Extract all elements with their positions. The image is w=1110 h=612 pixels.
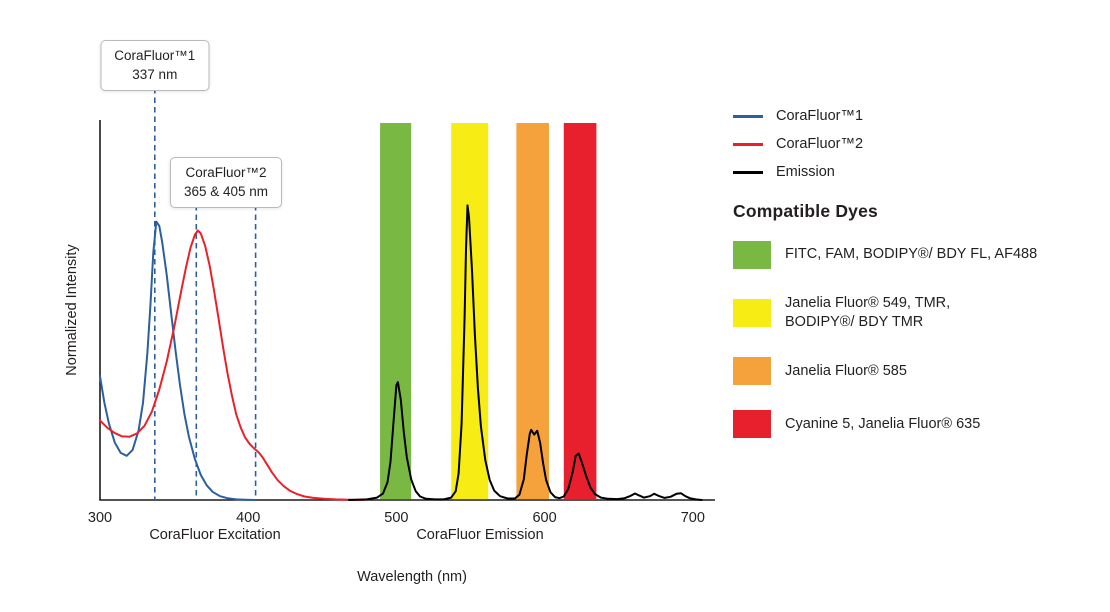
- legend-panel: CoraFluor™1 CoraFluor™2 Emission Compati…: [733, 102, 1105, 463]
- callout-corafluor2-title: CoraFluor™2: [185, 165, 267, 180]
- dye-swatch-orange: [733, 357, 771, 386]
- x-axis-label: Wavelength (nm): [357, 569, 467, 585]
- x-tick-700: 700: [681, 510, 705, 526]
- dye-band-orange: [516, 123, 549, 499]
- legend-label-corafluor2: CoraFluor™2: [776, 136, 864, 152]
- callout-corafluor1-wavelength: 337 nm: [132, 66, 178, 82]
- dye-item-green: FITC, FAM, BODIPY®/ BDY FL, AF488: [733, 241, 1105, 269]
- dye-swatch-red: [733, 410, 771, 439]
- callout-corafluor2: CoraFluor™2 365 & 405 nm: [169, 157, 283, 209]
- dye-band-green: [380, 123, 412, 499]
- series-corafluor-1: [99, 220, 256, 501]
- legend-item-corafluor1: CoraFluor™1: [733, 102, 1105, 130]
- dye-item-red: Cyanine 5, Janelia Fluor® 635: [733, 410, 1105, 439]
- x-section-label-emission: CoraFluor Emission: [416, 527, 544, 543]
- legend-line-swatch-corafluor1: [733, 114, 763, 118]
- series-emission: [348, 204, 703, 501]
- dye-label-orange: Janelia Fluor® 585: [785, 362, 907, 379]
- legend-line-swatch-emission: [733, 170, 763, 174]
- x-tick-500: 500: [384, 510, 408, 526]
- callout-corafluor1: CoraFluor™1 337 nm: [100, 40, 210, 92]
- dye-item-yellow: Janelia Fluor® 549, TMR, BODIPY®/ BDY TM…: [733, 294, 1105, 332]
- legend-label-corafluor1: CoraFluor™1: [776, 108, 864, 124]
- dye-label-red: Cyanine 5, Janelia Fluor® 635: [785, 415, 981, 432]
- series-corafluor-2: [99, 229, 365, 501]
- legend-line-swatch-corafluor2: [733, 142, 763, 146]
- dye-band-red: [563, 123, 597, 499]
- x-section-label-excitation: CoraFluor Excitation: [149, 527, 281, 543]
- x-tick-400: 400: [236, 510, 260, 526]
- legend-item-corafluor2: CoraFluor™2: [733, 130, 1105, 158]
- dye-swatch-green: [733, 241, 771, 269]
- dye-label-green: FITC, FAM, BODIPY®/ BDY FL, AF488: [785, 246, 1038, 263]
- x-tick-300: 300: [88, 510, 112, 526]
- legend-label-emission: Emission: [776, 164, 835, 180]
- callout-corafluor1-title: CoraFluor™1: [114, 48, 196, 63]
- y-axis-label: Normalized Intensity: [64, 244, 80, 376]
- dye-label-yellow: Janelia Fluor® 549, TMR, BODIPY®/ BDY TM…: [785, 295, 951, 331]
- compatible-dyes-heading: Compatible Dyes: [733, 201, 878, 221]
- dye-swatch-yellow: [733, 299, 771, 328]
- dye-item-orange: Janelia Fluor® 585: [733, 357, 1105, 386]
- callout-corafluor2-wavelength: 365 & 405 nm: [183, 183, 269, 199]
- legend-item-emission: Emission: [733, 158, 1105, 186]
- x-tick-600: 600: [532, 510, 556, 526]
